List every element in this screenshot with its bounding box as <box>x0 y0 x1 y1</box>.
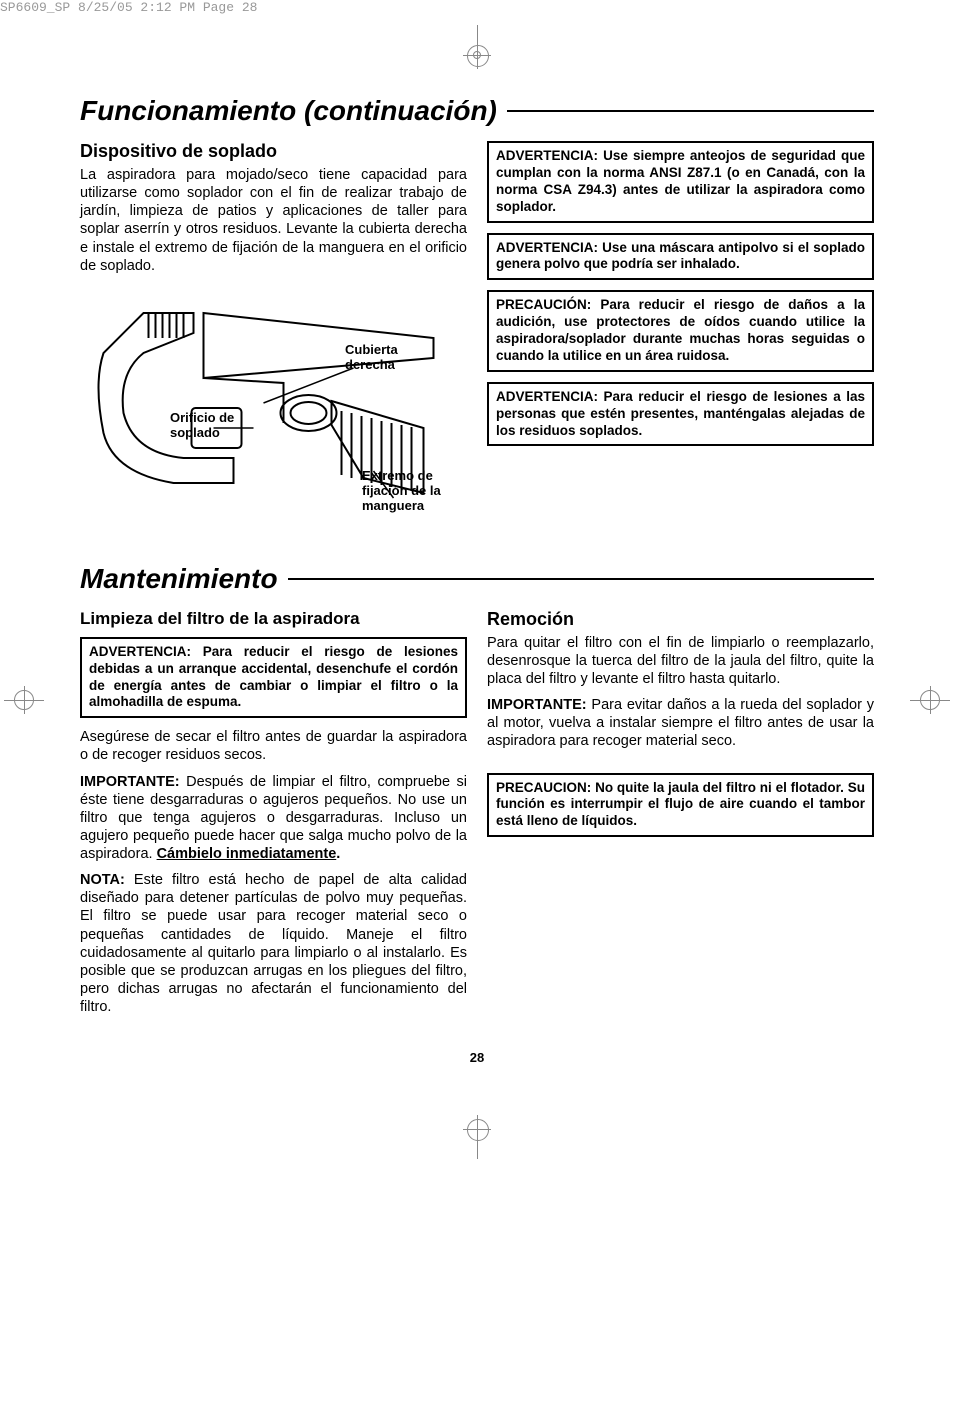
section-title-text: Funcionamiento (continuación) <box>80 95 497 127</box>
subhead-soplado: Dispositivo de soplado <box>80 141 467 162</box>
warning-box-4: ADVERTENCIA: Para reducir el riesgo de l… <box>487 382 874 447</box>
label-extremo: Extremo de fijación de la manguera <box>362 469 462 514</box>
cambio-underline: Cámbielo inmediatamente <box>157 846 337 862</box>
section-title-text-2: Mantenimiento <box>80 563 278 595</box>
section-title-mantenimiento: Mantenimiento <box>80 563 874 595</box>
right-column-s1: ADVERTENCIA: Use siempre anteojos de seg… <box>487 141 874 533</box>
warning-box-filter: ADVERTENCIA: Para reducir el riesgo de l… <box>80 637 467 719</box>
print-meta-header: SP6609_SP 8/25/05 2:12 PM Page 28 <box>0 0 954 15</box>
title-rule <box>507 110 874 112</box>
para-nota: NOTA: Este filtro está hecho de papel de… <box>80 871 467 1016</box>
para-nota-body: Este filtro está hecho de papel de alta … <box>80 872 467 1015</box>
caution-box-filter: PRECAUCION: No quite la jaula del filtro… <box>487 773 874 838</box>
right-column-s2: Remoción Para quitar el filtro con el fi… <box>487 609 874 1024</box>
warning-box-2: ADVERTENCIA: Use una máscara antipolvo s… <box>487 233 874 281</box>
registration-mark-bottom <box>457 1119 497 1159</box>
warning-box-1: ADVERTENCIA: Use siempre anteojos de seg… <box>487 141 874 223</box>
registration-mark-right <box>910 680 950 720</box>
page-content: Funcionamiento (continuación) Dispositiv… <box>0 65 954 1105</box>
importante-lead-2: IMPORTANTE: <box>487 697 587 713</box>
label-orificio: Orificio de soplado <box>170 411 260 441</box>
label-cubierta: Cubierta derecha <box>345 343 425 373</box>
importante-lead: IMPORTANTE: <box>80 774 180 790</box>
para-importante1: IMPORTANTE: Después de limpiar el filtro… <box>80 773 467 864</box>
registration-mark-left <box>4 680 44 720</box>
para-secar: Asegúrese de secar el filtro antes de gu… <box>80 728 467 764</box>
blower-illustration: Cubierta derecha Orificio de soplado Ext… <box>80 283 467 533</box>
subhead-limpieza: Limpieza del filtro de la aspiradora <box>80 609 467 629</box>
section-title-funcionamiento: Funcionamiento (continuación) <box>80 95 874 127</box>
nota-lead: NOTA: <box>80 872 125 888</box>
period: . <box>336 846 340 862</box>
para-soplado: La aspiradora para mojado/seco tiene cap… <box>80 166 467 275</box>
title-rule-2 <box>288 578 874 580</box>
subhead-remocion: Remoción <box>487 609 874 630</box>
page-number: 28 <box>80 1050 874 1065</box>
caution-box-3: PRECAUCIÓN: Para reducir el riesgo de da… <box>487 290 874 372</box>
registration-mark-top <box>457 25 497 65</box>
para-importante2: IMPORTANTE: Para evitar daños a la rueda… <box>487 696 874 750</box>
left-column-s1: Dispositivo de soplado La aspiradora par… <box>80 141 467 533</box>
para-remocion1: Para quitar el filtro con el fin de limp… <box>487 634 874 688</box>
left-column-s2: Limpieza del filtro de la aspiradora ADV… <box>80 609 467 1024</box>
